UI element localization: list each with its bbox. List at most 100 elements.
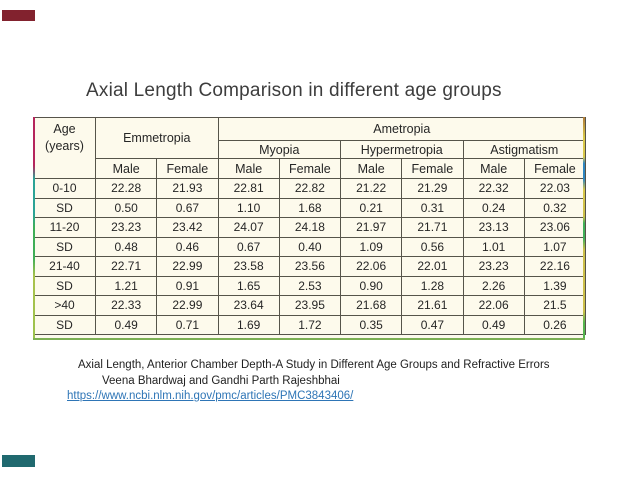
header-row-subgroups: Myopia Hypermetropia Astigmatism bbox=[34, 140, 587, 159]
header-row-groups: Age (years) Emmetropia Ametropia bbox=[33, 117, 587, 179]
row-label: >40 bbox=[33, 295, 96, 316]
table-cell: 0.35 bbox=[340, 314, 403, 335]
table-cell: 0.67 bbox=[156, 197, 219, 218]
table-cell: 21.97 bbox=[340, 217, 403, 238]
header-row-sex: Male Female Male Female Male Female Male… bbox=[34, 158, 587, 179]
col-header-hypermetropia: Hypermetropia bbox=[340, 140, 464, 159]
table-cell: 21.71 bbox=[401, 217, 464, 238]
row-label: SD bbox=[33, 236, 96, 257]
table-cell: 21.22 bbox=[340, 178, 403, 199]
citation-title: Axial Length, Anterior Chamber Depth-A S… bbox=[78, 359, 550, 371]
col-header-male: Male bbox=[94, 158, 158, 179]
row-label: 0-10 bbox=[33, 178, 96, 199]
table-cell: 0.71 bbox=[156, 314, 219, 335]
col-header-male: Male bbox=[217, 158, 280, 179]
table-cell: 0.47 bbox=[401, 314, 464, 335]
table-left-accent-border bbox=[33, 117, 35, 338]
row-label: SD bbox=[33, 197, 96, 218]
table-cell: 0.46 bbox=[156, 236, 219, 257]
table-cell: 24.18 bbox=[278, 217, 342, 238]
col-header-ametropia: Ametropia bbox=[217, 117, 587, 141]
adjacent-slide-artifact-top bbox=[2, 10, 35, 21]
table-cell: 1.72 bbox=[278, 314, 342, 335]
table-row: 0-10 22.28 21.93 22.81 22.82 21.22 21.29… bbox=[33, 178, 587, 199]
row-label: 11-20 bbox=[33, 217, 96, 238]
table-cell: 0.24 bbox=[462, 197, 525, 218]
table-cell: 0.21 bbox=[340, 197, 403, 218]
table-cell: 22.06 bbox=[340, 256, 403, 277]
table-cell: 21.5 bbox=[523, 295, 587, 316]
table-cell: 0.90 bbox=[340, 275, 403, 296]
table-cell: 2.26 bbox=[462, 275, 525, 296]
table-cell: 1.21 bbox=[94, 275, 158, 296]
col-header-female: Female bbox=[523, 158, 587, 179]
table-cell: 22.01 bbox=[401, 256, 464, 277]
table-cell: 1.09 bbox=[340, 236, 403, 257]
row-label: 21-40 bbox=[33, 256, 96, 277]
table-cell: 0.91 bbox=[156, 275, 219, 296]
row-label: SD bbox=[33, 275, 96, 296]
table-cell: 0.49 bbox=[462, 314, 525, 335]
row-label: SD bbox=[33, 314, 96, 335]
table-row: 21-40 22.71 22.99 23.58 23.56 22.06 22.0… bbox=[33, 256, 587, 277]
table-cell: 0.49 bbox=[94, 314, 158, 335]
citation-block: Axial Length, Anterior Chamber Depth-A S… bbox=[67, 358, 550, 405]
citation-authors: Veena Bhardwaj and Gandhi Parth Rajeshbh… bbox=[102, 374, 340, 387]
table-cell: 1.65 bbox=[217, 275, 280, 296]
table-cell: 22.33 bbox=[94, 295, 158, 316]
table-cell: 21.61 bbox=[401, 295, 464, 316]
col-header-emmetropia: Emmetropia bbox=[95, 117, 219, 159]
table-cell: 0.48 bbox=[94, 236, 158, 257]
table-cell: 1.68 bbox=[278, 197, 342, 218]
table-cell: 23.06 bbox=[523, 217, 587, 238]
table-cell: 1.07 bbox=[523, 236, 587, 257]
col-header-male: Male bbox=[340, 158, 403, 179]
citation-link[interactable]: https://www.ncbi.nlm.nih.gov/pmc/article… bbox=[67, 390, 354, 402]
table-cell: 1.39 bbox=[523, 275, 587, 296]
table-row: 11-20 23.23 23.42 24.07 24.18 21.97 21.7… bbox=[33, 217, 587, 238]
table-cell: 22.03 bbox=[523, 178, 587, 199]
col-header-myopia: Myopia bbox=[217, 140, 342, 159]
table-cell: 1.69 bbox=[217, 314, 280, 335]
axial-length-table: Age (years) Emmetropia Ametropia Myopia … bbox=[33, 117, 587, 335]
adjacent-slide-artifact-bottom bbox=[2, 455, 35, 467]
col-header-female: Female bbox=[156, 158, 219, 179]
table-cell: 1.10 bbox=[217, 197, 280, 218]
table-cell: 22.28 bbox=[94, 178, 158, 199]
table-cell: 22.99 bbox=[156, 256, 219, 277]
table-row: SD 1.21 0.91 1.65 2.53 0.90 1.28 2.26 1.… bbox=[33, 275, 587, 296]
table-cell: 1.01 bbox=[462, 236, 525, 257]
page-title: Axial Length Comparison in different age… bbox=[86, 80, 502, 101]
col-header-female: Female bbox=[401, 158, 464, 179]
table-cell: 21.68 bbox=[340, 295, 403, 316]
table-cell: 23.95 bbox=[278, 295, 342, 316]
table-cell: 23.42 bbox=[156, 217, 219, 238]
col-header-male: Male bbox=[462, 158, 525, 179]
table-row: SD 0.50 0.67 1.10 1.68 0.21 0.31 0.24 0.… bbox=[33, 197, 587, 218]
table-cell: 0.32 bbox=[523, 197, 587, 218]
table-cell: 2.53 bbox=[278, 275, 342, 296]
table-cell: 0.31 bbox=[401, 197, 464, 218]
col-header-female: Female bbox=[278, 158, 342, 179]
table-right-accent-border bbox=[583, 117, 585, 338]
table-cell: 22.06 bbox=[462, 295, 525, 316]
table-cell: 23.56 bbox=[278, 256, 342, 277]
table-row: >40 22.33 22.99 23.64 23.95 21.68 21.61 … bbox=[33, 295, 587, 316]
table-cell: 23.23 bbox=[94, 217, 158, 238]
table-cell: 24.07 bbox=[217, 217, 280, 238]
table-cell: 23.58 bbox=[217, 256, 280, 277]
table-cell: 22.82 bbox=[278, 178, 342, 199]
table-cell: 23.64 bbox=[217, 295, 280, 316]
table-cell: 0.56 bbox=[401, 236, 464, 257]
table-cell: 23.13 bbox=[462, 217, 525, 238]
table-cell: 0.26 bbox=[523, 314, 587, 335]
col-header-astigmatism: Astigmatism bbox=[462, 140, 587, 159]
col-header-age: Age (years) bbox=[33, 117, 96, 179]
table-cell: 22.16 bbox=[523, 256, 587, 277]
table-cell: 0.67 bbox=[217, 236, 280, 257]
table-cell: 23.23 bbox=[462, 256, 525, 277]
table-cell: 1.28 bbox=[401, 275, 464, 296]
table-cell: 22.32 bbox=[462, 178, 525, 199]
table-row: SD 0.49 0.71 1.69 1.72 0.35 0.47 0.49 0.… bbox=[33, 314, 587, 335]
